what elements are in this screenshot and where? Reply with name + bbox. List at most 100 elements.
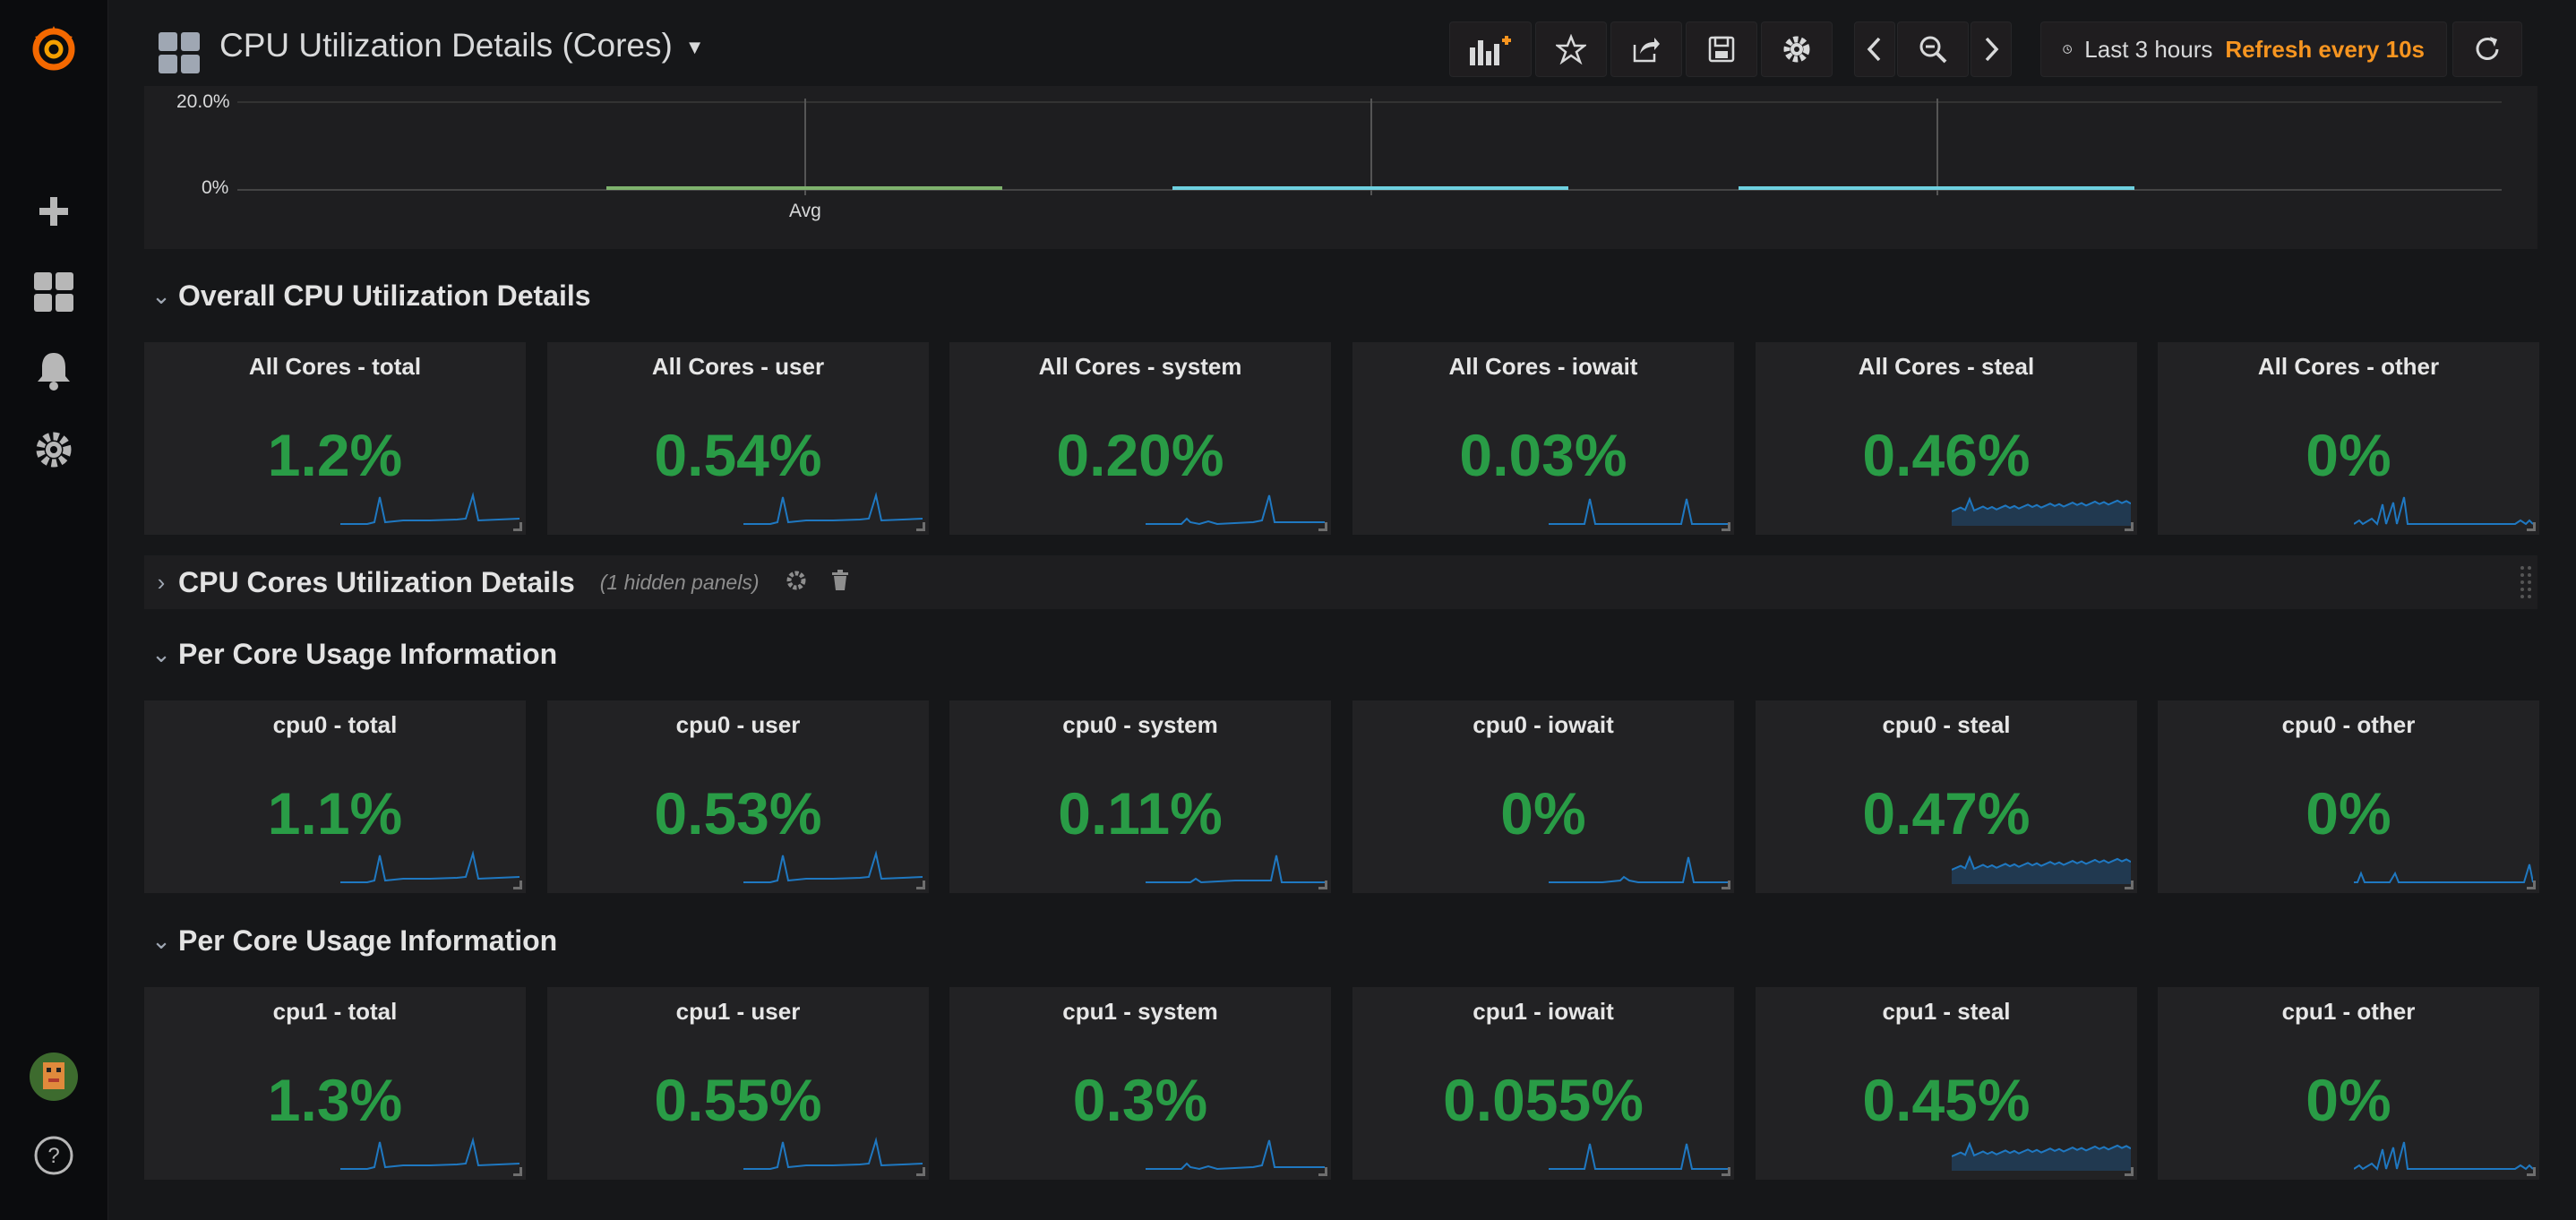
stat-panel-title[interactable]: cpu0 - other	[2281, 711, 2416, 738]
resize-handle-icon[interactable]	[1318, 881, 1327, 889]
stat-panel-title[interactable]: All Cores - iowait	[1448, 353, 1638, 380]
dashboards-icon[interactable]	[27, 265, 81, 319]
stat-panel[interactable]: All Cores - iowait 0.03%	[1352, 342, 1734, 535]
stat-panel-value: 1.3%	[267, 1067, 403, 1133]
stat-panel[interactable]: cpu0 - iowait 0%	[1352, 700, 1734, 893]
stat-panel-title[interactable]: All Cores - user	[651, 353, 825, 380]
resize-handle-icon[interactable]	[1318, 522, 1327, 531]
x-axis-label: Avg	[789, 201, 821, 221]
time-forward-button[interactable]	[1971, 21, 2012, 77]
stat-panel-value: 0%	[2306, 422, 2391, 488]
stat-panel[interactable]: All Cores - total 1.2%	[144, 342, 526, 535]
graph-bar-2	[1172, 186, 1568, 190]
dashboard-title[interactable]: CPU Utilization Details (Cores) ▼	[219, 27, 705, 64]
resize-handle-icon[interactable]	[2125, 1167, 2134, 1176]
stat-panel-title[interactable]: All Cores - system	[1038, 353, 1242, 380]
stat-panel-title[interactable]: All Cores - other	[2257, 353, 2440, 380]
resize-handle-icon[interactable]	[916, 1167, 925, 1176]
stat-panel[interactable]: cpu0 - other 0%	[2158, 700, 2539, 893]
stat-panel[interactable]: All Cores - steal 0.46%	[1756, 342, 2137, 535]
sparkline-line	[743, 492, 923, 525]
refresh-icon	[2476, 37, 2499, 60]
resize-handle-icon[interactable]	[513, 881, 522, 889]
stat-panel-title[interactable]: cpu0 - total	[272, 711, 398, 738]
sparkline-line	[1952, 1141, 2131, 1157]
stat-panel[interactable]: cpu0 - system 0.11%	[949, 700, 1331, 893]
svg-text:?: ?	[47, 1144, 59, 1168]
resize-handle-icon[interactable]	[916, 522, 925, 531]
refresh-button[interactable]	[2452, 21, 2522, 77]
stat-panel-title[interactable]: All Cores - total	[248, 353, 422, 380]
sparkline	[2354, 496, 2533, 526]
resize-handle-icon[interactable]	[2527, 881, 2536, 889]
stat-panel-title[interactable]: All Cores - steal	[1858, 353, 2035, 380]
resize-handle-icon[interactable]	[513, 522, 522, 531]
stat-panel-title[interactable]: cpu0 - steal	[1882, 711, 2011, 738]
stat-panel-title[interactable]: cpu1 - user	[675, 998, 801, 1025]
add-panel-button[interactable]	[1449, 21, 1532, 77]
save-button[interactable]	[1686, 21, 1757, 77]
row-settings-icon[interactable]	[786, 570, 807, 596]
chevron-down-icon: ⌄	[151, 926, 171, 954]
row-per-core-usage-cpu1[interactable]: ⌄ Per Core Usage Information	[144, 915, 557, 966]
stat-panel-value: 0.11%	[1058, 780, 1223, 846]
dashboard-grid-icon[interactable]	[159, 32, 200, 73]
sparkline	[1146, 855, 1325, 884]
resize-handle-icon[interactable]	[2527, 522, 2536, 531]
stat-panel[interactable]: cpu1 - system 0.3%	[949, 987, 1331, 1180]
stat-panel[interactable]: All Cores - user 0.54%	[547, 342, 929, 535]
stat-panel-value: 1.1%	[267, 780, 403, 846]
share-button[interactable]	[1610, 21, 1682, 77]
configuration-icon[interactable]	[27, 423, 81, 477]
resize-handle-icon[interactable]	[513, 1167, 522, 1176]
row-cpu-cores-collapsed[interactable]: › CPU Cores Utilization Details (1 hidde…	[144, 555, 2537, 609]
row-drag-handle-icon[interactable]	[2520, 564, 2532, 605]
stat-panel[interactable]: cpu1 - steal 0.45%	[1756, 987, 2137, 1180]
stat-panel[interactable]: cpu1 - user 0.55%	[547, 987, 929, 1180]
time-picker-button[interactable]: Last 3 hours Refresh every 10s	[2040, 21, 2447, 77]
stat-panel-title[interactable]: cpu0 - iowait	[1473, 711, 1614, 738]
help-icon[interactable]: ?	[27, 1129, 81, 1182]
row-overall-cpu[interactable]: ⌄ Overall CPU Utilization Details	[144, 271, 590, 321]
settings-button[interactable]	[1761, 21, 1833, 77]
sparkline-line	[340, 850, 519, 883]
stat-panel[interactable]: All Cores - system 0.20%	[949, 342, 1331, 535]
time-back-button[interactable]	[1854, 21, 1895, 77]
row-delete-icon[interactable]	[830, 569, 850, 596]
resize-handle-icon[interactable]	[1722, 1167, 1730, 1176]
stat-panel-title[interactable]: cpu0 - user	[675, 711, 801, 738]
resize-handle-icon[interactable]	[1722, 881, 1730, 889]
sparkline-line	[1146, 855, 1325, 884]
resize-handle-icon[interactable]	[2125, 522, 2134, 531]
stat-panel[interactable]: cpu0 - total 1.1%	[144, 700, 526, 893]
resize-handle-icon[interactable]	[2527, 1167, 2536, 1176]
stat-panel-title[interactable]: cpu1 - iowait	[1473, 998, 1614, 1025]
stat-panel[interactable]: cpu1 - iowait 0.055%	[1352, 987, 1734, 1180]
star-button[interactable]	[1535, 21, 1607, 77]
stat-panel-title[interactable]: cpu1 - other	[2281, 998, 2416, 1025]
grafana-logo-icon[interactable]	[27, 21, 81, 75]
resize-handle-icon[interactable]	[916, 881, 925, 889]
dashboard-main: CPU Utilization Details (Cores) ▼ Last	[108, 0, 2576, 1220]
row-per-core-usage-cpu0[interactable]: ⌄ Per Core Usage Information	[144, 629, 557, 679]
stat-panel[interactable]: All Cores - other 0%	[2158, 342, 2539, 535]
stat-panel-title[interactable]: cpu1 - steal	[1882, 998, 2011, 1025]
stat-panel[interactable]: cpu0 - steal 0.47%	[1756, 700, 2137, 893]
add-icon[interactable]	[27, 185, 81, 238]
stat-panel[interactable]: cpu1 - other 0%	[2158, 987, 2539, 1180]
resize-handle-icon[interactable]	[1318, 1167, 1327, 1176]
y-axis-label-top: 20.0%	[176, 91, 230, 112]
stat-panel-title[interactable]: cpu1 - system	[1062, 998, 1218, 1025]
stat-panel-value: 0.54%	[654, 422, 822, 488]
zoom-out-button[interactable]	[1897, 21, 1969, 77]
stat-panel[interactable]: cpu0 - user 0.53%	[547, 700, 929, 893]
resize-handle-icon[interactable]	[1722, 522, 1730, 531]
resize-handle-icon[interactable]	[2125, 881, 2134, 889]
user-avatar[interactable]	[27, 1050, 81, 1104]
sparkline	[1549, 498, 1728, 525]
graph-panel-partial[interactable]: 20.0% 0% Avg	[144, 86, 2537, 249]
stat-panel-title[interactable]: cpu1 - total	[272, 998, 398, 1025]
stat-panel-title[interactable]: cpu0 - system	[1062, 711, 1218, 738]
stat-panel[interactable]: cpu1 - total 1.3%	[144, 987, 526, 1180]
alerting-icon[interactable]	[27, 344, 81, 398]
